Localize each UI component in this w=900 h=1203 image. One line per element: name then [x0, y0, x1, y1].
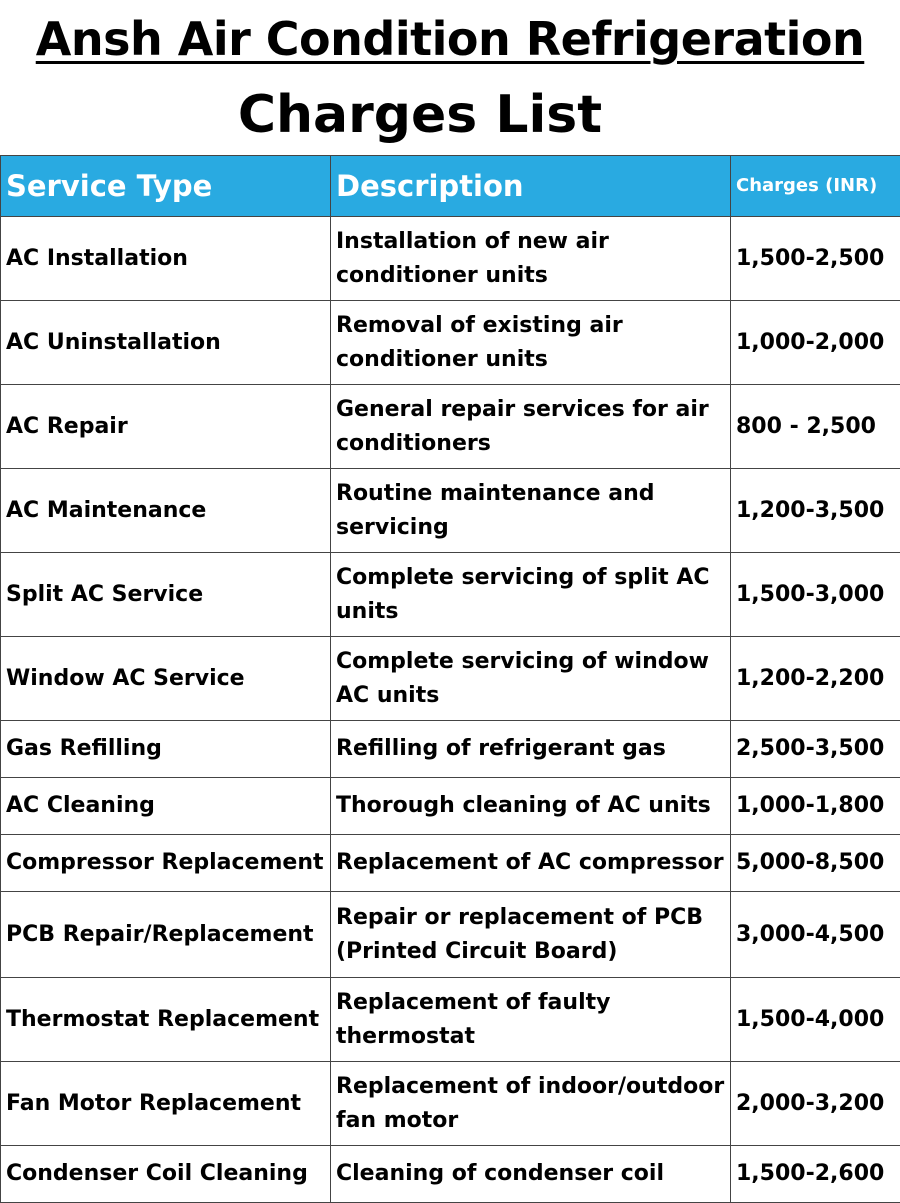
- table-row: AC Uninstallation Removal of existing ai…: [1, 301, 900, 385]
- description-cell: Refilling of refrigerant gas: [331, 721, 731, 778]
- charges-cell: 1,200-2,200: [731, 637, 900, 721]
- charges-cell: 2,000-3,200: [731, 1062, 900, 1146]
- header-service-type: Service Type: [1, 156, 331, 217]
- charges-table: Service Type Description Charges (INR) A…: [0, 155, 900, 1203]
- charges-cell: 1,500-2,600: [731, 1146, 900, 1203]
- service-type-cell: PCB Repair/Replacement: [1, 892, 331, 978]
- description-cell: Replacement of faulty thermostat: [331, 978, 731, 1062]
- service-type-cell: Thermostat Replacement: [1, 978, 331, 1062]
- table-row: AC Repair General repair services for ai…: [1, 385, 900, 469]
- description-cell: Removal of existing air conditioner unit…: [331, 301, 731, 385]
- charges-cell: 5,000-8,500: [731, 835, 900, 892]
- description-cell: General repair services for air conditio…: [331, 385, 731, 469]
- charges-cell: 1,500-2,500: [731, 217, 900, 301]
- service-type-cell: AC Installation: [1, 217, 331, 301]
- charges-cell: 2,500-3,500: [731, 721, 900, 778]
- service-type-cell: AC Maintenance: [1, 469, 331, 553]
- description-cell: Thorough cleaning of AC units: [331, 778, 731, 835]
- service-type-cell: Window AC Service: [1, 637, 331, 721]
- service-type-cell: AC Uninstallation: [1, 301, 331, 385]
- table-row: PCB Repair/Replacement Repair or replace…: [1, 892, 900, 978]
- table-row: Compressor Replacement Replacement of AC…: [1, 835, 900, 892]
- service-type-cell: Condenser Coil Cleaning: [1, 1146, 331, 1203]
- charges-cell: 1,000-1,800: [731, 778, 900, 835]
- page-title: Ansh Air Condition Refrigeration: [0, 6, 900, 72]
- header-charges: Charges (INR): [731, 156, 900, 217]
- table-row: Gas Refilling Refilling of refrigerant g…: [1, 721, 900, 778]
- description-cell: Replacement of AC compressor: [331, 835, 731, 892]
- charges-cell: 1,200-3,500: [731, 469, 900, 553]
- description-cell: Installation of new air conditioner unit…: [331, 217, 731, 301]
- description-cell: Complete servicing of window AC units: [331, 637, 731, 721]
- page-subtitle: Charges List: [0, 80, 870, 150]
- service-type-cell: Compressor Replacement: [1, 835, 331, 892]
- table-row: Condenser Coil Cleaning Cleaning of cond…: [1, 1146, 900, 1203]
- charges-cell: 1,500-4,000: [731, 978, 900, 1062]
- description-cell: Cleaning of condenser coil: [331, 1146, 731, 1203]
- charges-cell: 3,000-4,500: [731, 892, 900, 978]
- table-row: Split AC Service Complete servicing of s…: [1, 553, 900, 637]
- charges-cell: 1,500-3,000: [731, 553, 900, 637]
- description-cell: Replacement of indoor/outdoor fan motor: [331, 1062, 731, 1146]
- service-type-cell: AC Cleaning: [1, 778, 331, 835]
- service-type-cell: Split AC Service: [1, 553, 331, 637]
- service-type-cell: Gas Refilling: [1, 721, 331, 778]
- table-row: Fan Motor Replacement Replacement of ind…: [1, 1062, 900, 1146]
- header-description: Description: [331, 156, 731, 217]
- table-row: AC Maintenance Routine maintenance and s…: [1, 469, 900, 553]
- service-type-cell: Fan Motor Replacement: [1, 1062, 331, 1146]
- table-row: AC Installation Installation of new air …: [1, 217, 900, 301]
- description-cell: Complete servicing of split AC units: [331, 553, 731, 637]
- table-row: Window AC Service Complete servicing of …: [1, 637, 900, 721]
- charges-cell: 800 - 2,500: [731, 385, 900, 469]
- table-row: AC Cleaning Thorough cleaning of AC unit…: [1, 778, 900, 835]
- description-cell: Repair or replacement of PCB (Printed Ci…: [331, 892, 731, 978]
- description-cell: Routine maintenance and servicing: [331, 469, 731, 553]
- table-row: Thermostat Replacement Replacement of fa…: [1, 978, 900, 1062]
- charges-cell: 1,000-2,000: [731, 301, 900, 385]
- service-type-cell: AC Repair: [1, 385, 331, 469]
- table-header-row: Service Type Description Charges (INR): [1, 156, 900, 217]
